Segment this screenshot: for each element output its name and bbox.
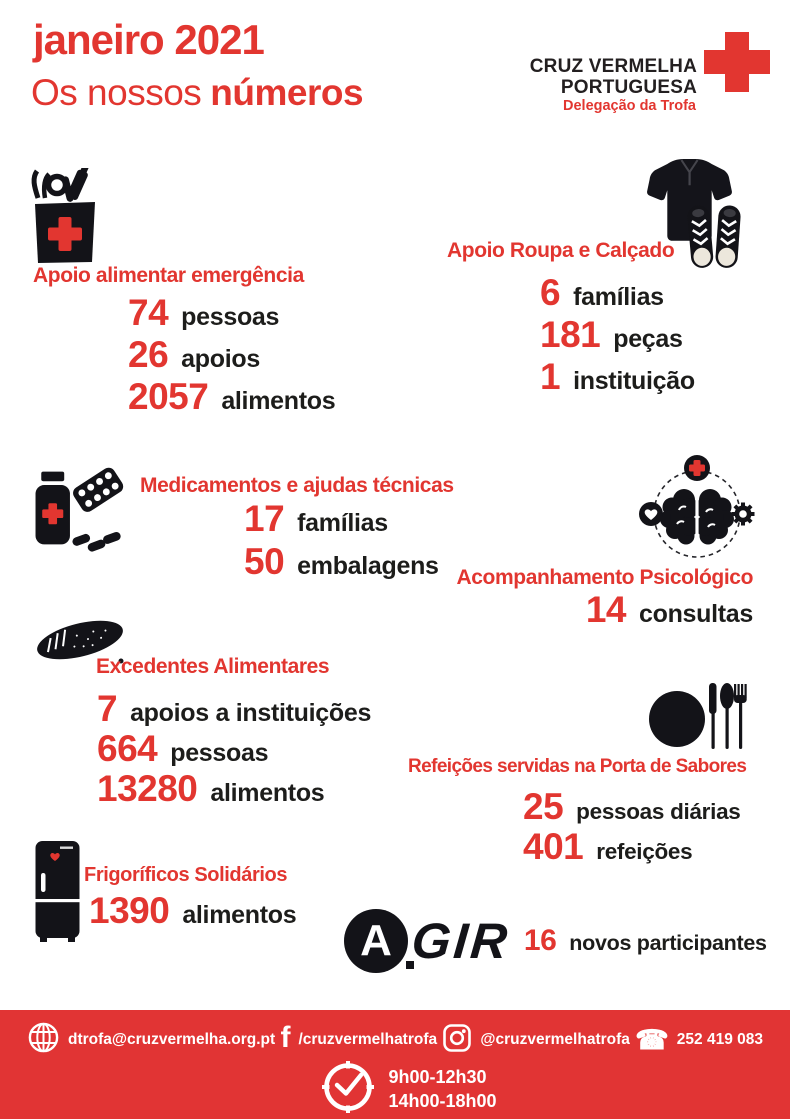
red-cross-icon — [704, 32, 770, 92]
stat-label: alimentos — [210, 779, 325, 807]
footer-hours-row: 9h00-12h30 14h00-18h00 — [14, 1060, 790, 1119]
footer-phone: ☎ 252 419 083 — [635, 1024, 763, 1055]
stat-label: peças — [613, 325, 683, 353]
stat-line: 664 pessoas — [97, 730, 371, 767]
meal-icon — [648, 682, 748, 750]
stat-value: 1390 — [89, 890, 170, 931]
stat-line: 6 famílias — [540, 274, 695, 311]
section-title: Acompanhamento Psicológico — [456, 566, 754, 589]
stat-value: 17 — [244, 498, 285, 539]
logo-wordmark: CRUZ VERMELHA PORTUGUESA — [530, 56, 697, 99]
globe-icon — [27, 1021, 60, 1059]
stat-value: 2057 — [128, 376, 209, 417]
stat-label: instituição — [573, 367, 695, 395]
hours-afternoon: 14h00-18h00 — [388, 1090, 497, 1111]
logo-line1: CRUZ VERMELHA — [529, 56, 697, 77]
gear — [731, 502, 755, 526]
stat-line: 16 novos participantes — [524, 926, 767, 956]
stat-value: 16 — [523, 924, 557, 957]
stat-line: 74 pessoas — [128, 294, 335, 331]
stat-value: 14 — [585, 589, 627, 630]
stat-line: 25 pessoas diárias — [523, 788, 741, 825]
footer-contacts-row: dtrofa@cruzvermelha.org.pt f /cruzvermel… — [0, 1020, 790, 1060]
stat-value: 25 — [523, 786, 564, 827]
stat-label: novos participantes — [569, 931, 767, 955]
stat-value: 6 — [540, 272, 561, 313]
footer-instagram: @cruzvermelhatrofa — [442, 1023, 630, 1058]
brain-lobes — [660, 488, 734, 545]
agir-logo-a: A — [344, 909, 408, 973]
section-title: Medicamentos e ajudas técnicas — [140, 474, 454, 497]
footer-facebook-text: /cruzvermelhatrofa — [298, 1031, 438, 1048]
section-title: Frigoríficos Solidários — [84, 864, 288, 886]
footer-contact-bar: dtrofa@cruzvermelha.org.pt f /cruzvermel… — [0, 1010, 790, 1119]
stat-value: 26 — [128, 334, 169, 375]
brain-icon — [635, 452, 757, 564]
stat-value: 401 — [523, 826, 584, 867]
stat-line: 13280 alimentos — [97, 770, 371, 807]
cruz-vermelha-logo: CRUZ VERMELHA PORTUGUESA Delegação da Tr… — [530, 30, 773, 118]
stat-label: pessoas — [181, 303, 280, 331]
stat-value: 181 — [540, 314, 601, 355]
bread-icon — [32, 608, 128, 670]
grocery-bag-icon — [30, 163, 100, 265]
stat-line: 1390 alimentos — [89, 890, 297, 931]
footer-phone-text: 252 419 083 — [676, 1031, 763, 1048]
facebook-icon: f — [280, 1020, 291, 1054]
stat-line: 17 famílias — [244, 500, 439, 537]
agir-logo: A GIR — [344, 907, 513, 975]
stat-value: 664 — [97, 728, 158, 769]
stat-line: 14 consultas — [586, 591, 753, 628]
stat-value: 1 — [540, 356, 561, 397]
agir-logo-dot — [406, 961, 414, 969]
stat-label: alimentos — [221, 387, 336, 415]
stat-value: 50 — [244, 541, 285, 582]
page-title: janeiro 2021 — [33, 16, 265, 63]
stat-label: pessoas diárias — [576, 799, 741, 824]
footer-facebook: f /cruzvermelhatrofa — [280, 1020, 438, 1054]
phone-icon: ☎ — [635, 1024, 669, 1055]
agir-logo-gir: GIR — [409, 913, 513, 969]
stat-line: 181 peças — [540, 316, 695, 353]
section-title: Excedentes Alimentares — [96, 655, 330, 678]
stat-label: apoios — [181, 345, 260, 373]
stat-line: 1 instituição — [540, 358, 695, 395]
opening-hours: 9h00-12h30 14h00-18h00 — [388, 1066, 496, 1113]
stat-label: famílias — [297, 509, 388, 537]
stat-label: famílias — [573, 283, 664, 311]
stat-value: 7 — [97, 688, 118, 729]
stat-label: pessoas — [170, 739, 269, 767]
stat-line: 26 apoios — [128, 336, 335, 373]
stat-line: 50 embalagens — [244, 543, 439, 580]
stat-line: 401 refeições — [523, 828, 741, 865]
logo-delegation: Delegação da Trofa — [563, 98, 696, 114]
stat-label: alimentos — [182, 901, 297, 929]
clock-icon — [321, 1060, 375, 1119]
stat-value: 74 — [128, 292, 169, 333]
stat-line: 7 apoios a instituições — [97, 690, 371, 727]
page-subtitle: Os nossos números — [31, 72, 364, 114]
footer-website: dtrofa@cruzvermelha.org.pt — [27, 1021, 275, 1059]
stat-label: consultas — [639, 600, 753, 628]
stat-value: 13280 — [97, 768, 198, 809]
stat-label: embalagens — [297, 552, 439, 580]
section-title: Refeições servidas na Porta de Sabores — [408, 756, 747, 777]
section-title: Apoio alimentar emergência — [33, 264, 304, 287]
stat-label: refeições — [596, 839, 693, 864]
subtitle-regular: Os nossos — [31, 72, 202, 113]
footer-email-text: dtrofa@cruzvermelha.org.pt — [68, 1031, 276, 1048]
fridge-icon — [34, 840, 81, 943]
subtitle-bold: números — [210, 72, 364, 113]
stat-label: apoios a instituições — [130, 699, 372, 727]
stat-line: 2057 alimentos — [128, 376, 336, 417]
section-agir: A GIR 16 novos participantes — [344, 906, 784, 976]
footer-instagram-text: @cruzvermelhatrofa — [480, 1031, 630, 1048]
logo-line2: PORTUGUESA — [560, 77, 697, 99]
clothing-and-sneakers-icon — [637, 157, 743, 271]
instagram-icon — [442, 1023, 472, 1058]
section-title: Apoio Roupa e Calçado — [447, 239, 675, 262]
hours-morning: 9h00-12h30 — [388, 1067, 487, 1088]
medicines-icon — [28, 464, 132, 552]
